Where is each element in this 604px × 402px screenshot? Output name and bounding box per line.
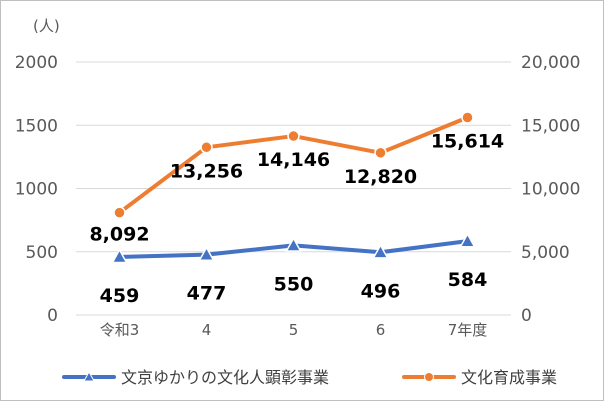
data-label: 13,256 bbox=[170, 160, 243, 182]
legend: 文京ゆかりの文化人顕彰事業 文化育成事業 bbox=[62, 368, 557, 387]
x-tick-label: 4 bbox=[202, 321, 212, 339]
legend-label-1: 文京ゆかりの文化人顕彰事業 bbox=[121, 368, 329, 387]
left-tick-label: 0 bbox=[47, 306, 58, 326]
right-axis-ticks: 0 5,000 10,000 15,000 20,000 bbox=[521, 53, 580, 326]
data-label: 496 bbox=[361, 280, 401, 302]
unit-label: (人) bbox=[33, 17, 60, 35]
left-tick-label: 2000 bbox=[15, 53, 58, 73]
left-tick-label: 1500 bbox=[15, 116, 58, 136]
triangle-marker bbox=[111, 248, 128, 264]
circle-marker bbox=[287, 129, 300, 143]
circle-marker bbox=[200, 141, 213, 154]
right-tick-label: 0 bbox=[521, 306, 532, 326]
left-tick-label: 500 bbox=[26, 243, 58, 263]
right-tick-label: 10,000 bbox=[521, 180, 580, 200]
triangle-marker bbox=[198, 246, 215, 262]
data-label: 584 bbox=[448, 269, 488, 291]
data-label: 550 bbox=[274, 273, 314, 295]
data-label: 459 bbox=[100, 285, 140, 307]
right-tick-label: 20,000 bbox=[521, 53, 580, 73]
right-tick-label: 5,000 bbox=[521, 243, 570, 263]
circle-marker bbox=[461, 111, 474, 124]
legend-triangle-marker bbox=[83, 370, 95, 382]
left-tick-label: 1000 bbox=[15, 180, 58, 200]
x-tick-label: 7年度 bbox=[448, 321, 488, 339]
series-lines bbox=[111, 111, 476, 264]
legend-circle-marker bbox=[424, 372, 434, 382]
circle-marker bbox=[113, 206, 126, 219]
legend-label-2: 文化育成事業 bbox=[461, 368, 557, 387]
triangle-marker bbox=[459, 232, 476, 248]
left-axis-ticks: 0 500 1000 1500 2000 bbox=[15, 53, 58, 326]
circle-marker bbox=[374, 146, 387, 160]
right-tick-label: 15,000 bbox=[521, 116, 580, 136]
x-axis-ticks: 令和3 4 5 6 7年度 bbox=[100, 321, 488, 339]
triangle-marker bbox=[372, 243, 389, 259]
data-label: 15,614 bbox=[431, 130, 504, 152]
data-label: 12,820 bbox=[344, 166, 417, 188]
x-tick-label: 5 bbox=[289, 321, 299, 339]
data-label: 477 bbox=[187, 283, 227, 305]
x-tick-label: 令和3 bbox=[100, 321, 140, 339]
data-label: 8,092 bbox=[89, 224, 149, 246]
triangle-marker bbox=[285, 236, 302, 252]
data-labels: 459 477 550 496 584 8,092 13,256 14,146 12,820 15… bbox=[89, 130, 504, 306]
x-tick-label: 6 bbox=[376, 321, 386, 339]
data-label: 14,146 bbox=[257, 149, 330, 171]
